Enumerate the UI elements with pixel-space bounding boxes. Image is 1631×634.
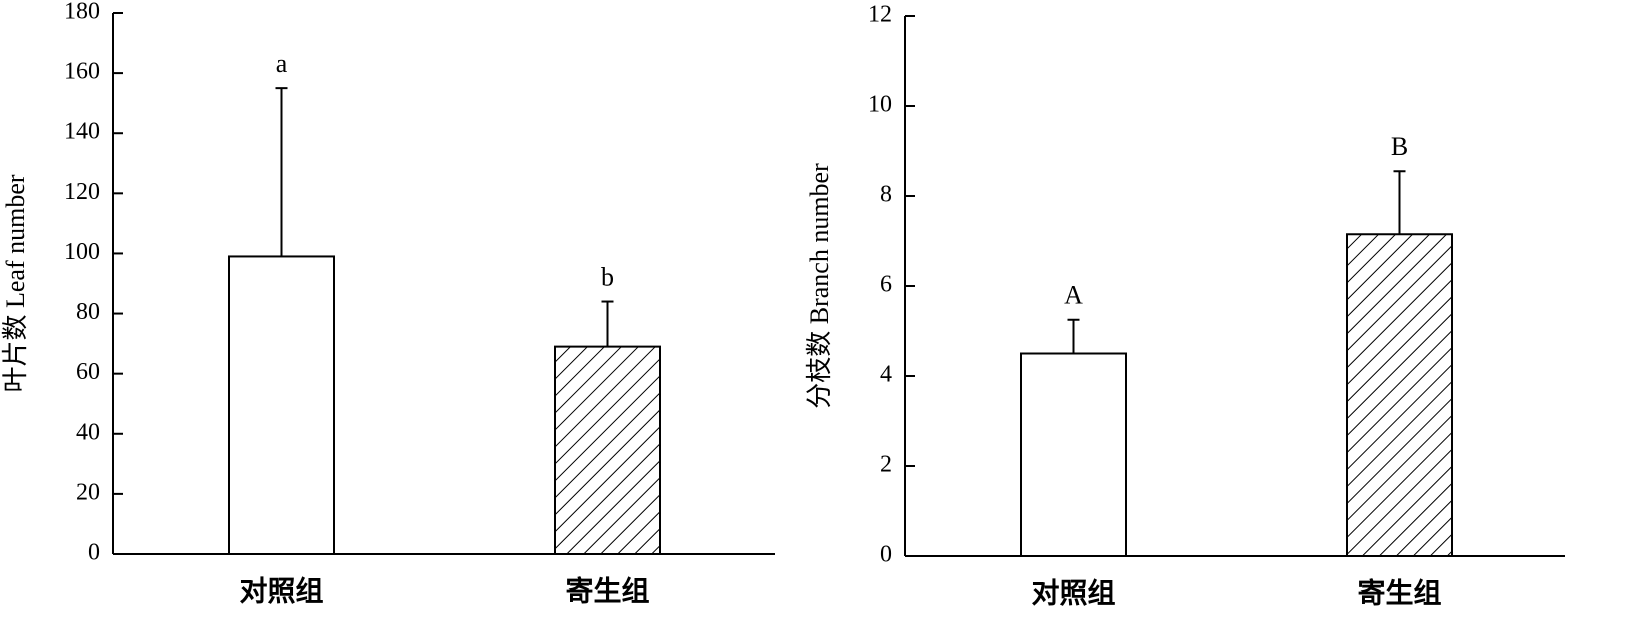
y-tick-label: 8 xyxy=(880,182,892,208)
y-tick-label: 80 xyxy=(76,299,100,325)
annotation: A xyxy=(1064,281,1083,310)
y-tick-label: 180 xyxy=(64,0,100,25)
x-tick-label: 寄生组 xyxy=(565,574,649,607)
y-tick-label: 6 xyxy=(880,272,892,298)
y-tick-label: 12 xyxy=(868,2,892,28)
y-tick-label: 60 xyxy=(76,359,100,385)
y-tick-label: 140 xyxy=(64,119,100,145)
y-tick-label: 4 xyxy=(880,362,892,388)
bar xyxy=(1020,352,1127,557)
y-tick-label: 120 xyxy=(64,179,100,205)
y-axis-label: 分枝数 Branch number xyxy=(805,163,834,409)
y-tick-label: 160 xyxy=(64,59,100,85)
y-tick-label: 20 xyxy=(76,479,100,505)
bar xyxy=(228,255,335,555)
x-tick-label: 对照组 xyxy=(239,575,323,607)
y-tick-label: 100 xyxy=(64,239,100,265)
bar xyxy=(554,345,661,555)
y-tick-label: 2 xyxy=(880,452,892,478)
y-tick-label: 0 xyxy=(880,542,892,568)
y-tick-label: 40 xyxy=(76,419,100,445)
annotation: a xyxy=(276,49,288,78)
annotation: b xyxy=(601,263,614,292)
x-tick-label: 寄生组 xyxy=(1357,576,1441,609)
y-tick-label: 10 xyxy=(868,92,892,118)
y-axis-label: 叶片数 Leaf number xyxy=(1,174,30,392)
y-tick-label: 0 xyxy=(88,540,100,566)
bar xyxy=(1346,233,1453,557)
annotation: B xyxy=(1391,132,1408,161)
x-tick-label: 对照组 xyxy=(1031,577,1115,609)
